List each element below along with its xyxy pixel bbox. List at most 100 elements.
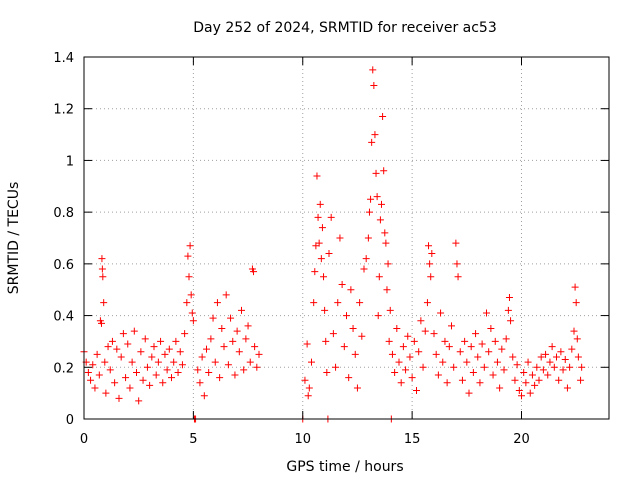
data-point (133, 368, 140, 376)
data-point (406, 353, 414, 361)
data-point (370, 81, 378, 89)
data-point (216, 374, 224, 382)
data-point (553, 353, 560, 361)
data-point (382, 239, 390, 247)
data-point (231, 371, 239, 379)
data-point (375, 273, 383, 281)
data-point (430, 330, 438, 338)
data-point (117, 353, 125, 361)
data-point (135, 397, 143, 405)
data-point (496, 384, 504, 392)
data-point (351, 350, 359, 358)
data-point (369, 66, 377, 74)
data-point (119, 330, 127, 338)
data-point (311, 268, 319, 276)
data-point (437, 309, 445, 317)
data-point (493, 358, 501, 366)
data-point (410, 337, 418, 345)
data-point (323, 368, 331, 376)
data-point (338, 281, 346, 289)
data-point (87, 376, 95, 384)
y-tick-label: 0.8 (53, 206, 74, 221)
data-point (485, 348, 493, 356)
data-point (318, 224, 326, 232)
data-point (349, 325, 357, 332)
y-tick-label: 1 (66, 154, 74, 169)
data-point (413, 387, 420, 395)
data-point (108, 337, 116, 345)
data-point (531, 381, 539, 389)
data-point (104, 343, 112, 351)
data-point (353, 384, 361, 392)
data-point (509, 353, 517, 361)
data-point (520, 368, 528, 376)
x-tick-labels: 0 5 10 15 20 (80, 432, 530, 447)
y-tick-label: 0.2 (53, 361, 74, 376)
y-tick-label: 1.4 (53, 51, 74, 66)
data-point (511, 376, 519, 384)
axis-ticks (83, 56, 609, 420)
data-point (402, 366, 410, 374)
data-point (106, 366, 114, 374)
data-point (143, 363, 151, 371)
data-point (395, 358, 403, 366)
data-point (101, 358, 109, 366)
data-point (469, 368, 477, 376)
data-point (161, 350, 169, 358)
data-point (515, 387, 523, 395)
data-point (563, 384, 571, 392)
data-point (340, 343, 348, 351)
y-tick-label: 0 (66, 413, 74, 428)
data-point (198, 353, 206, 361)
data-point (513, 361, 521, 369)
data-point (203, 345, 210, 353)
data-point (384, 260, 392, 268)
data-point (154, 358, 162, 366)
data-point (578, 363, 586, 371)
data-point (303, 340, 311, 348)
data-point (425, 242, 433, 250)
data-point (463, 358, 471, 366)
data-point (218, 325, 226, 332)
data-point (367, 195, 375, 203)
data-point (211, 358, 219, 366)
data-point (163, 366, 171, 374)
data-point (321, 306, 329, 314)
data-point (170, 358, 178, 366)
data-point (115, 394, 123, 402)
data-point (152, 371, 160, 379)
data-point (388, 350, 396, 358)
data-point (522, 379, 530, 387)
data-point (358, 332, 366, 340)
y-axis-label: SRMTID / TECUs (6, 182, 22, 295)
data-point (502, 335, 510, 343)
data-point (507, 317, 515, 325)
data-point (332, 363, 340, 371)
data-points (80, 66, 586, 423)
data-point (570, 327, 578, 335)
data-point (379, 112, 387, 120)
data-point (325, 250, 333, 258)
x-tick-label: 5 (189, 432, 197, 447)
data-point (453, 260, 461, 268)
data-point (368, 138, 376, 146)
data-point (454, 273, 462, 281)
data-point (334, 299, 342, 307)
data-point (141, 335, 149, 343)
data-point (187, 291, 195, 299)
data-point (310, 299, 318, 307)
data-point (124, 340, 132, 348)
data-point (385, 337, 393, 345)
data-point (391, 368, 399, 376)
data-point (95, 371, 103, 379)
data-point (196, 379, 204, 387)
data-point (452, 239, 460, 247)
y-tick-labels: 0 0.2 0.4 0.6 0.8 1 1.2 1.4 (53, 51, 74, 428)
data-point (378, 200, 385, 208)
data-point (439, 358, 447, 366)
data-point (427, 273, 435, 281)
data-point (102, 389, 110, 397)
data-point (238, 306, 245, 314)
data-point (356, 299, 364, 307)
